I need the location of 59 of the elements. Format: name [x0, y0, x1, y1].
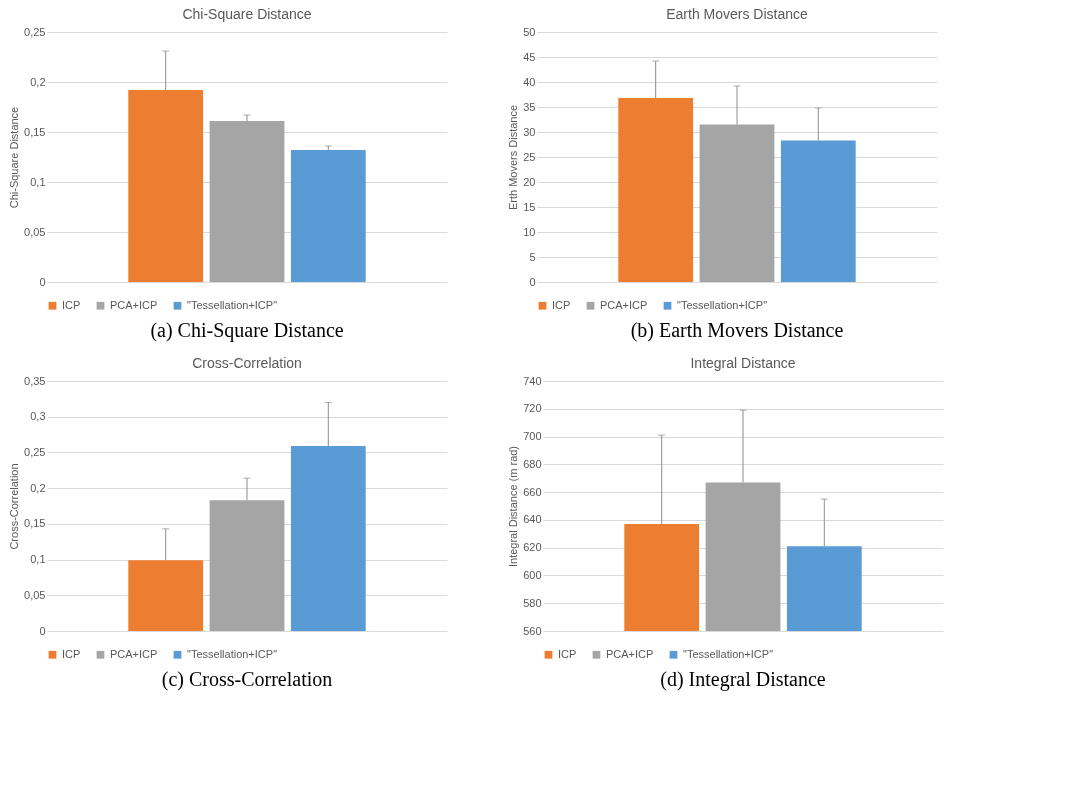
y-tick-label: 45 [523, 50, 536, 63]
y-tick-label: 0,15 [24, 517, 46, 530]
y-tick-label: 580 [523, 596, 542, 609]
legend-label: PCA+ICP [600, 298, 648, 311]
text: (c) Cross-Correlation [161, 668, 333, 691]
y-tick-label: 0,25 [24, 445, 46, 458]
y-axis-title: Chi-Square Distance [8, 106, 21, 209]
legend-label: PCA+ICP [606, 647, 654, 660]
y-tick-label: 0 [39, 624, 46, 637]
legend-label: PCA+ICP [110, 298, 158, 311]
y-tick-label: 0,1 [30, 175, 46, 188]
legend-label: "Tessellation+ICP" [187, 298, 278, 311]
y-tick-label: 0,3 [30, 410, 46, 423]
y-tick-label: 0,25 [24, 25, 46, 38]
legend-label: ICP [62, 647, 81, 660]
y-tick-label: 35 [523, 100, 536, 113]
y-tick-label: 50 [523, 25, 536, 38]
y-tick-label: 660 [523, 485, 542, 498]
y-tick-label: 15 [523, 200, 536, 213]
y-tick-label: 0,35 [24, 374, 46, 387]
chart-title: Cross-Correlation [192, 355, 302, 371]
text: (d) Integral Distance [660, 668, 826, 691]
chart-title: Integral Distance [690, 355, 796, 371]
y-tick-label: 700 [523, 430, 542, 443]
legend-label: ICP [558, 647, 577, 660]
chart-title: Chi-Square Distance [182, 6, 312, 22]
legend-label: "Tessellation+ICP" [187, 647, 278, 660]
y-tick-label: 0,15 [24, 125, 46, 138]
legend-label: ICP [62, 298, 81, 311]
y-tick-label: 620 [523, 541, 542, 554]
y-tick-label: 0,05 [24, 588, 46, 601]
y-tick-label: 30 [523, 125, 536, 138]
y-tick-label: 0,2 [30, 75, 46, 88]
y-tick-label: 0,05 [24, 225, 46, 238]
y-tick-label: 740 [523, 374, 542, 387]
y-tick-label: 680 [523, 457, 542, 470]
y-tick-label: 5 [529, 250, 536, 263]
y-tick-label: 0,1 [30, 553, 46, 566]
y-tick-label: 20 [523, 175, 536, 188]
y-tick-label: 0,2 [30, 481, 46, 494]
legend-label: "Tessellation+ICP" [677, 298, 768, 311]
y-axis-title: Integral Distance (m rad) [507, 445, 520, 568]
y-axis-title: Cross-Correlation [8, 463, 21, 550]
y-tick-label: 560 [523, 624, 542, 637]
text: (b) Earth Movers Distance [630, 319, 844, 342]
y-axis-title: Erth Movers Distance [507, 104, 520, 211]
chart-title: Earth Movers Distance [666, 6, 809, 22]
y-tick-label: 40 [523, 75, 536, 88]
y-tick-label: 10 [523, 225, 536, 238]
legend-label: PCA+ICP [110, 647, 158, 660]
legend-label: "Tessellation+ICP" [683, 647, 774, 660]
y-tick-label: 25 [523, 150, 536, 163]
legend-label: ICP [552, 298, 571, 311]
text: (a) Chi-Square Distance [150, 319, 344, 342]
y-tick-label: 720 [523, 402, 542, 415]
y-tick-label: 0 [39, 275, 46, 288]
y-tick-label: 0 [529, 275, 536, 288]
y-tick-label: 600 [523, 568, 542, 581]
y-tick-label: 640 [523, 513, 542, 526]
